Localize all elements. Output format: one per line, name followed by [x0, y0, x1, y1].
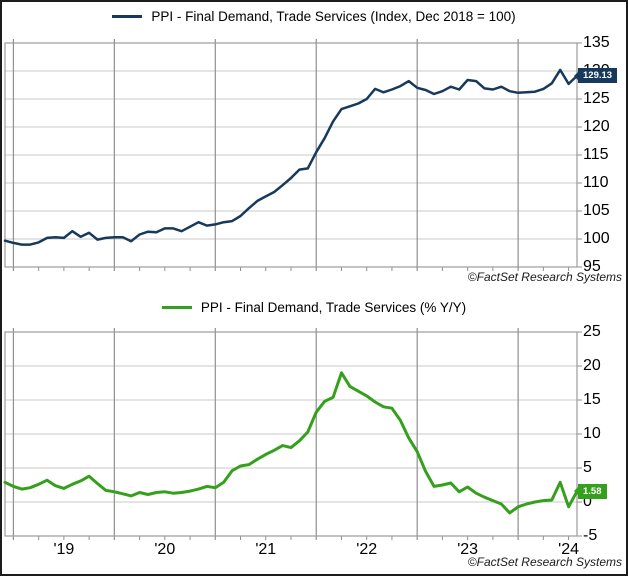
y-tick-label: 115 [583, 146, 609, 163]
legend-label-yoy-series: PPI - Final Demand, Trade Services (% Y/… [200, 300, 467, 315]
x-tick-label: '23 [457, 541, 479, 558]
legend-bottom-chart: PPI - Final Demand, Trade Services (% Y/… [0, 300, 628, 315]
y-tick-label: 15 [583, 391, 601, 408]
y-tick-label: 95 [583, 258, 601, 275]
plot-border [4, 42, 578, 268]
plot-border [4, 331, 578, 537]
y-tick-label: 110 [583, 174, 609, 191]
legend-line-swatch-navy [112, 15, 143, 18]
y-tick-label: 10 [583, 425, 601, 442]
y-tick-label: 125 [583, 90, 610, 107]
badge-arrow-icon [574, 487, 578, 496]
last-value-badge-index: 129.13 [574, 68, 618, 84]
y-tick-label: 135 [583, 34, 610, 51]
y-tick-label: 120 [583, 118, 610, 135]
series-line-1 [3, 371, 579, 515]
x-tick-label: '24 [558, 541, 579, 558]
x-tick-label: '19 [53, 541, 75, 558]
badge-arrow-icon [574, 71, 578, 80]
last-value-text-index: 129.13 [583, 70, 613, 82]
last-value-badge-yoy: 1.58 [574, 483, 607, 499]
legend-top-chart: PPI - Final Demand, Trade Services (Inde… [0, 9, 628, 24]
y-tick-label: 105 [583, 202, 610, 219]
last-value-text-yoy: 1.58 [583, 485, 602, 497]
y-tick-label: -5 [583, 527, 598, 544]
y-tick-label: 0 [583, 493, 592, 510]
y-tick-label: 5 [583, 459, 592, 476]
legend-line-swatch-green [161, 306, 192, 309]
y-tick-label: 20 [583, 357, 601, 374]
y-tick-label: 25 [583, 323, 601, 340]
legend-label-index-series: PPI - Final Demand, Trade Services (Inde… [151, 9, 516, 24]
x-tick-label: '21 [255, 541, 277, 558]
x-tick-label: '20 [154, 541, 176, 558]
attribution-bottom-chart: ©FactSet Research Systems [467, 555, 622, 569]
y-tick-label: 100 [583, 230, 610, 247]
attribution-top-chart: ©FactSet Research Systems [467, 270, 622, 284]
x-tick-label: '22 [356, 541, 378, 558]
series-line-0 [3, 68, 579, 246]
